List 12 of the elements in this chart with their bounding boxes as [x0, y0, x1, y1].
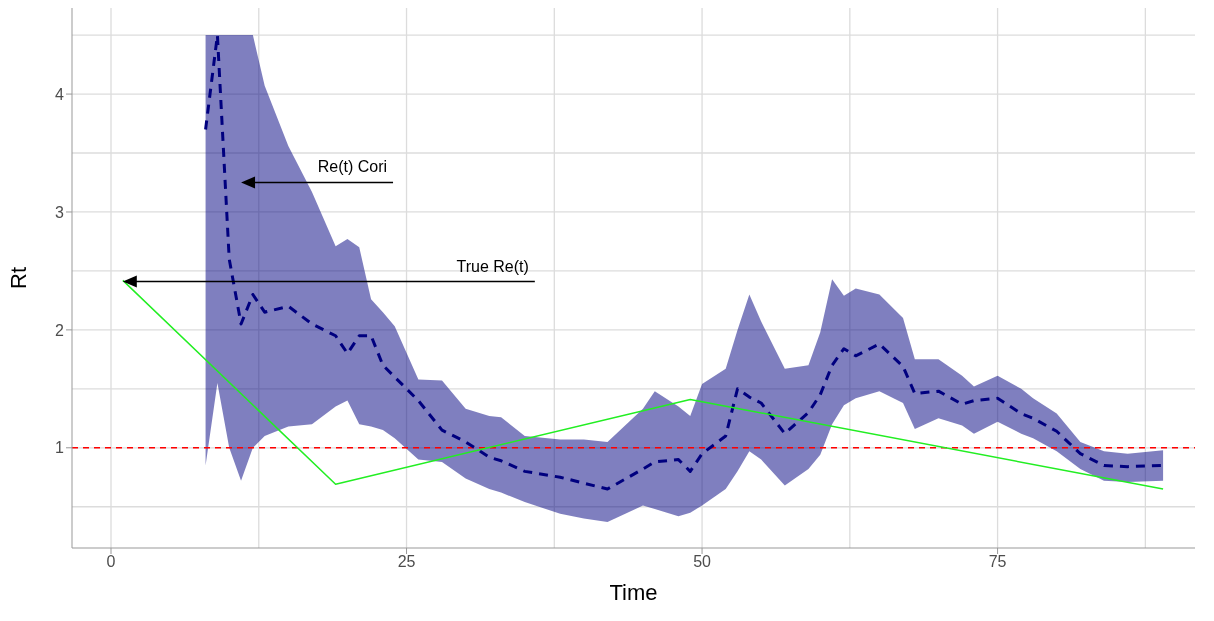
annotation: Re(t) Cori	[317, 158, 388, 176]
x-tick-label: 75	[988, 553, 1007, 571]
annotation: True Re(t)	[456, 257, 529, 275]
y-tick-label: 2	[55, 321, 65, 339]
x-tick-label: 25	[397, 553, 416, 571]
x-axis-title: Time	[609, 580, 658, 605]
x-tick-label: 0	[106, 553, 116, 571]
x-tick-label: 50	[693, 553, 712, 571]
y-tick-label: 3	[55, 203, 65, 221]
y-axis-title: Rt	[5, 267, 31, 289]
y-tick-label: 1	[55, 439, 65, 457]
y-tick-label: 4	[55, 85, 65, 103]
